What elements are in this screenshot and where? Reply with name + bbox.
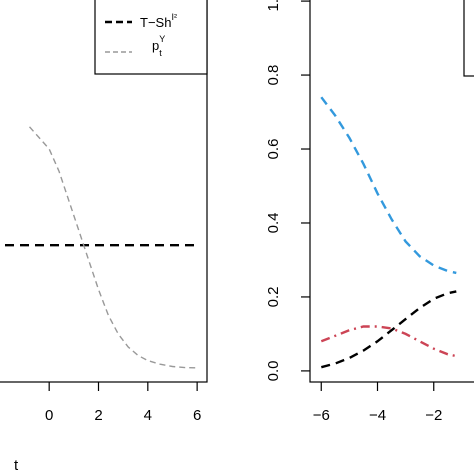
legend-label-tsh-sup: I² (171, 12, 177, 22)
left-x-tick-label-3: 6 (193, 407, 201, 424)
legend-label-pty: pY t (152, 34, 165, 58)
right-series-line-1 (320, 290, 457, 369)
right-x-axis: −6 −4 −2 (313, 382, 442, 424)
left-x-tick-label-0: 0 (45, 407, 53, 424)
right-x-tick-label-0: −6 (313, 407, 330, 424)
left-x-tick-label-1: 2 (94, 407, 102, 424)
right-y-tick-label-2: 0.4 (265, 213, 282, 234)
right-x-tick-label-1: −4 (369, 407, 386, 424)
legend-label-tsh-main: T−Sh (140, 15, 171, 30)
right-y-tick-label-1: 0.2 (265, 287, 282, 308)
right-y-tick-label-5: 1.0 (265, 0, 282, 12)
right-series-group (320, 96, 457, 369)
right-series-line-2 (320, 325, 457, 358)
left-x-axis: 0 2 4 6 (45, 382, 201, 424)
right-y-tick-label-0: 0.0 (265, 360, 282, 381)
left-panel: 0 2 4 6 T−ShI² pY t t (0, 0, 208, 474)
left-x-axis-label: t (14, 457, 19, 474)
legend-label-tsh: T−ShI² (140, 12, 177, 30)
legend-label-pty-sub: t (159, 48, 162, 58)
right-plot-frame (309, 0, 474, 383)
left-legend: T−ShI² pY t (94, 0, 208, 75)
right-y-tick-label-4: 0.8 (265, 65, 282, 86)
legend-label-pty-main: p (152, 38, 159, 53)
legend-label-pty-sup: Y (159, 34, 165, 44)
left-series-line-1 (28, 126, 198, 369)
left-series-group (0, 126, 198, 369)
right-y-tick-label-3: 0.6 (265, 139, 282, 160)
right-y-axis: 0.0 0.2 0.4 0.6 0.8 1.0 (265, 0, 310, 381)
left-legend-box (94, 0, 208, 75)
left-x-tick-label-2: 4 (144, 407, 152, 424)
right-legend-box-edge (463, 0, 474, 77)
right-panel: −6 −4 −2 0.0 0.2 0.4 0.6 0.8 1.0 (265, 0, 474, 424)
right-x-tick-label-2: −2 (425, 407, 442, 424)
right-series-line-0 (320, 96, 457, 275)
